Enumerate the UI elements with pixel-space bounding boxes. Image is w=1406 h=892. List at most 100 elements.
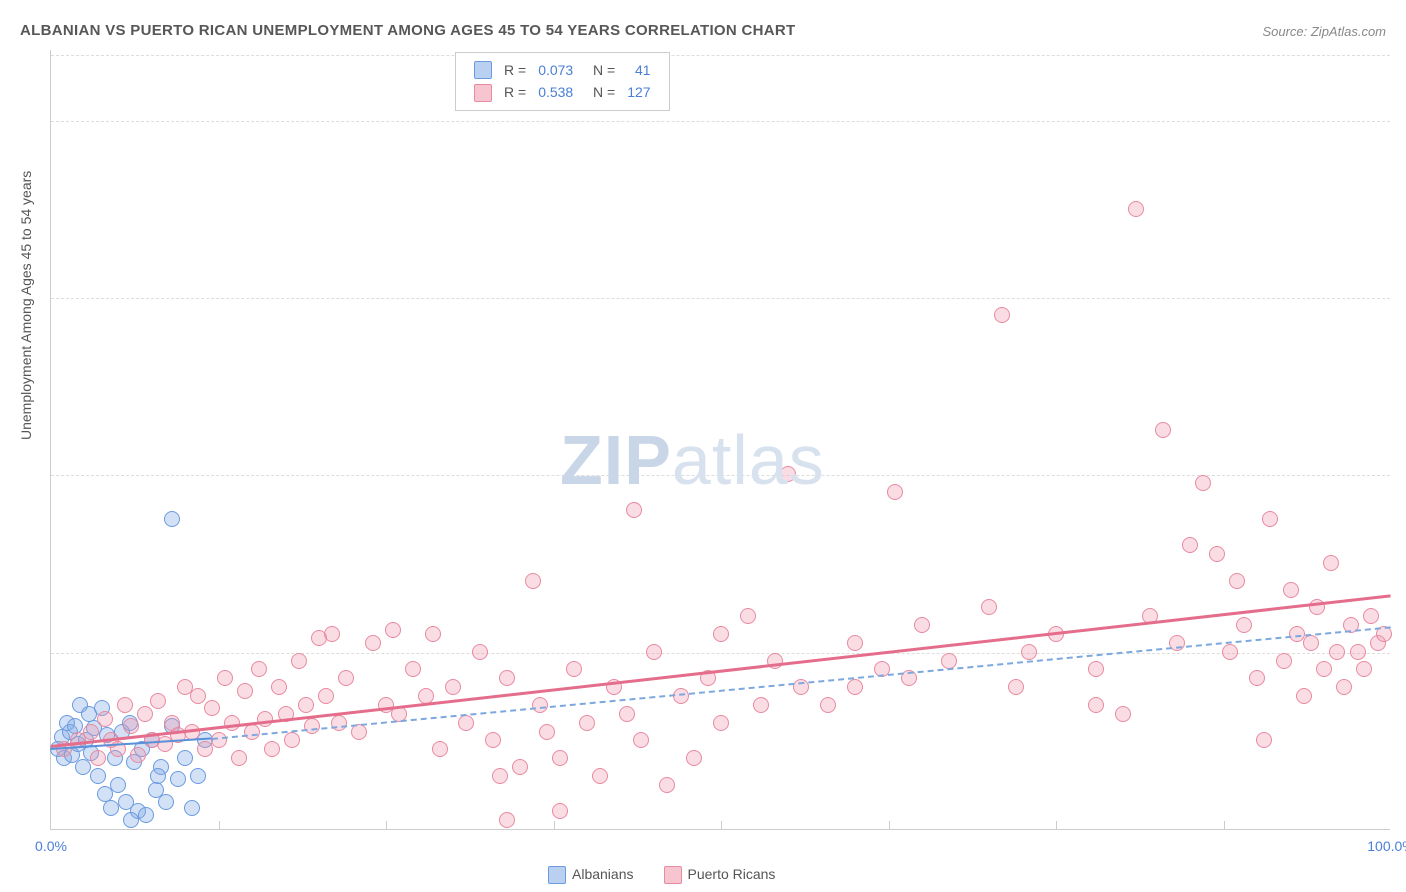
data-point (1249, 670, 1265, 686)
data-point (405, 661, 421, 677)
data-point (385, 622, 401, 638)
gridline (51, 653, 1390, 654)
legend-row: R =0.073 N =41 (468, 59, 657, 81)
data-point (237, 683, 253, 699)
x-tick (386, 821, 387, 829)
data-point (914, 617, 930, 633)
data-point (458, 715, 474, 731)
legend-n-label: N = (579, 59, 621, 81)
data-point (291, 653, 307, 669)
data-point (137, 706, 153, 722)
data-point (566, 661, 582, 677)
y-axis-label: Unemployment Among Ages 45 to 54 years (18, 171, 34, 440)
legend-row: R =0.538 N =127 (468, 81, 657, 103)
data-point (271, 679, 287, 695)
data-point (659, 777, 675, 793)
data-point (820, 697, 836, 713)
legend-n-label: N = (579, 81, 621, 103)
data-point (1329, 644, 1345, 660)
x-tick-label: 100.0% (1367, 838, 1406, 854)
data-point (740, 608, 756, 624)
data-point (633, 732, 649, 748)
data-point (338, 670, 354, 686)
data-point (1350, 644, 1366, 660)
x-tick (219, 821, 220, 829)
data-point (150, 693, 166, 709)
data-point (298, 697, 314, 713)
data-point (981, 599, 997, 615)
data-point (552, 803, 568, 819)
legend-r-value: 0.538 (532, 81, 579, 103)
data-point (177, 750, 193, 766)
data-point (365, 635, 381, 651)
watermark: ZIPatlas (560, 420, 825, 500)
data-point (164, 511, 180, 527)
data-point (1316, 661, 1332, 677)
data-point (117, 697, 133, 713)
data-point (1262, 511, 1278, 527)
data-point (753, 697, 769, 713)
legend-item: Albanians (548, 866, 634, 882)
data-point (150, 768, 166, 784)
x-tick (889, 821, 890, 829)
data-point (75, 759, 91, 775)
data-point (552, 750, 568, 766)
data-point (445, 679, 461, 695)
data-point (1021, 644, 1037, 660)
data-point (994, 307, 1010, 323)
data-point (123, 812, 139, 828)
data-point (579, 715, 595, 731)
y-tick-label: 40.0% (1395, 113, 1406, 129)
data-point (1303, 635, 1319, 651)
data-point (1283, 582, 1299, 598)
legend-item: Puerto Ricans (664, 866, 776, 882)
series-legend: Albanians Puerto Ricans (548, 866, 805, 884)
data-point (1236, 617, 1252, 633)
data-point (512, 759, 528, 775)
trend-line (212, 626, 1391, 740)
data-point (686, 750, 702, 766)
data-point (90, 768, 106, 784)
data-point (847, 679, 863, 695)
correlation-legend: R =0.073 N =41R =0.538 N =127 (455, 52, 670, 111)
data-point (432, 741, 448, 757)
data-point (264, 741, 280, 757)
data-point (1256, 732, 1272, 748)
data-point (1008, 679, 1024, 695)
data-point (1229, 573, 1245, 589)
data-point (1088, 661, 1104, 677)
legend-label: Puerto Ricans (688, 866, 776, 882)
data-point (539, 724, 555, 740)
data-point (231, 750, 247, 766)
data-point (1336, 679, 1352, 695)
data-point (941, 653, 957, 669)
gridline (51, 121, 1390, 122)
data-point (190, 688, 206, 704)
data-point (83, 724, 99, 740)
data-point (646, 644, 662, 660)
data-point (492, 768, 508, 784)
data-point (472, 644, 488, 660)
data-point (592, 768, 608, 784)
data-point (887, 484, 903, 500)
y-tick-label: 20.0% (1395, 467, 1406, 483)
data-point (619, 706, 635, 722)
data-point (110, 777, 126, 793)
data-point (211, 732, 227, 748)
data-point (284, 732, 300, 748)
y-tick-label: 10.0% (1395, 645, 1406, 661)
data-point (1209, 546, 1225, 562)
legend-n-value: 127 (621, 81, 656, 103)
data-point (1363, 608, 1379, 624)
data-point (130, 747, 146, 763)
data-point (184, 800, 200, 816)
legend-r-value: 0.073 (532, 59, 579, 81)
data-point (425, 626, 441, 642)
data-point (626, 502, 642, 518)
data-point (90, 750, 106, 766)
data-point (103, 800, 119, 816)
data-point (525, 573, 541, 589)
legend-swatch (548, 866, 566, 884)
data-point (190, 768, 206, 784)
data-point (97, 711, 113, 727)
